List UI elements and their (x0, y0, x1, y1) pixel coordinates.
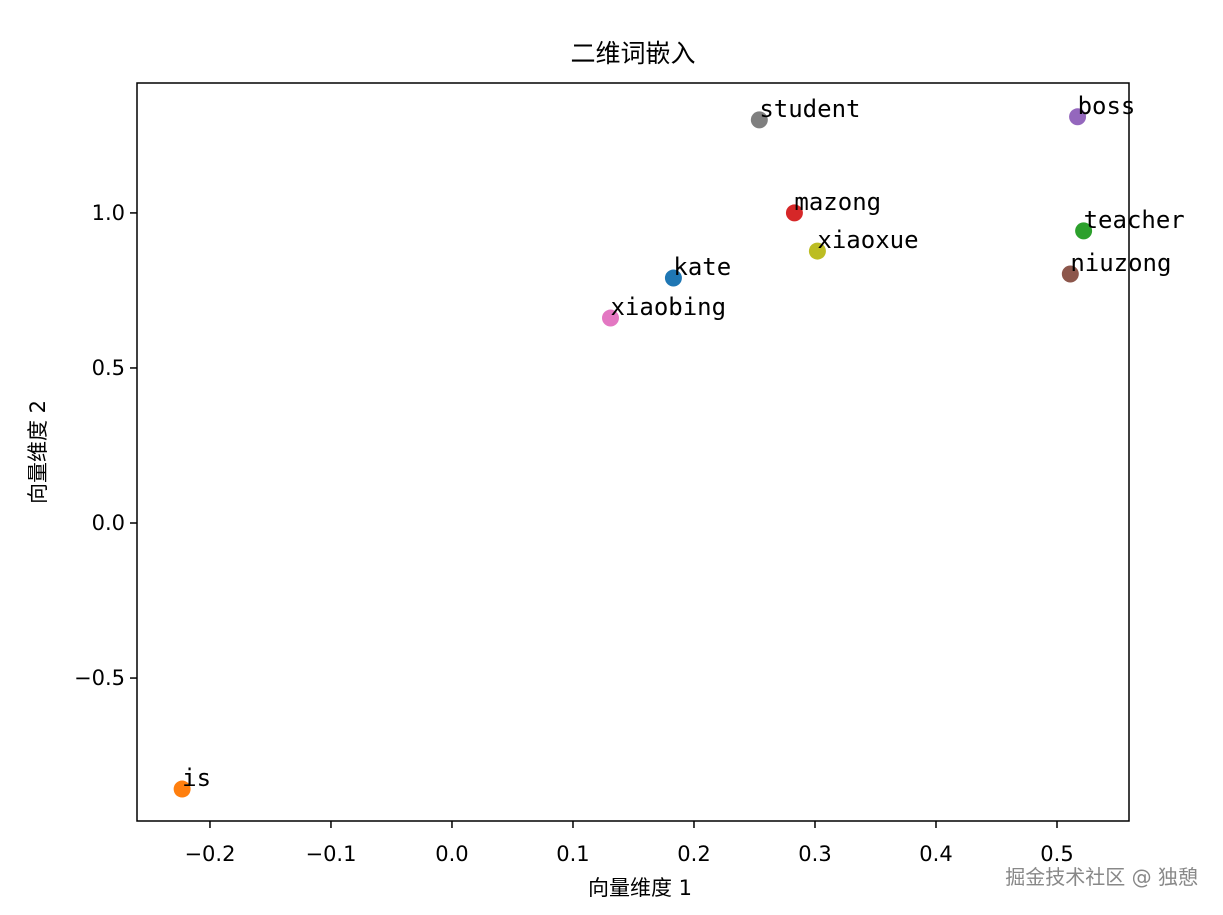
point (785, 204, 803, 222)
point-label: kate (673, 253, 731, 281)
point-label: niuzong (1070, 249, 1171, 277)
x-axis-label: 向量维度 1 (588, 876, 692, 900)
point-label: teacher (1084, 206, 1185, 234)
point (1075, 222, 1093, 240)
x-tick-label: 0.0 (435, 842, 468, 866)
point (1069, 108, 1087, 126)
x-tick-label: −0.2 (184, 842, 235, 866)
chart-title: 二维词嵌入 (570, 39, 695, 68)
point (173, 780, 191, 798)
point-label: student (759, 95, 860, 123)
watermark: 掘金技术社区 @ 独憩 (1005, 865, 1198, 889)
x-tick-label: 0.2 (677, 842, 710, 866)
x-tick-label: −0.1 (305, 842, 356, 866)
point-label: mazong (794, 188, 881, 216)
y-tick-label: 0.0 (92, 511, 125, 535)
point (1061, 265, 1079, 283)
y-axis-label: 向量维度 2 (26, 400, 50, 504)
plot-frame (136, 82, 1130, 822)
x-tick-label: 0.4 (919, 842, 952, 866)
point-label: boss (1078, 92, 1136, 120)
point-label: is (182, 764, 211, 792)
point-label: xiaoxue (817, 226, 918, 254)
point (750, 111, 768, 129)
point (601, 309, 619, 327)
x-tick-label: 0.3 (798, 842, 831, 866)
point (808, 242, 826, 260)
y-tick-label: 0.5 (92, 356, 125, 380)
point (664, 269, 682, 287)
point-label: xiaobing (610, 293, 726, 321)
x-tick-label: 0.5 (1040, 842, 1073, 866)
x-tick-label: 0.1 (556, 842, 589, 866)
y-tick-label: −0.5 (74, 666, 125, 690)
y-tick-label: 1.0 (92, 201, 125, 225)
